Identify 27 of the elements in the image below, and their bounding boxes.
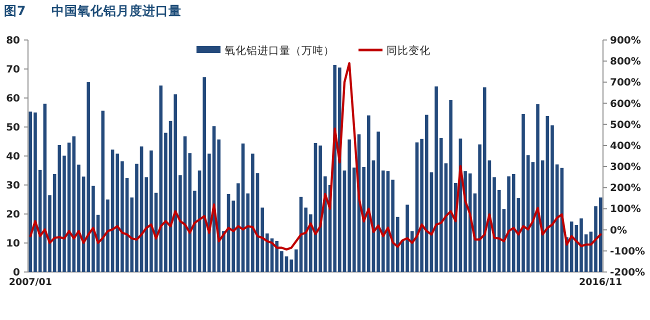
y2-tick-label: 700% xyxy=(610,78,641,89)
y2-tick-label: 600% xyxy=(610,98,641,110)
y2-tick-label: 400% xyxy=(610,140,641,152)
legend-label: 氧化铝进口量（万吨） xyxy=(224,44,334,57)
y2-tick-label: 900% xyxy=(610,36,641,46)
y2-tick-label: 200% xyxy=(610,183,641,194)
y-tick-label: 30 xyxy=(6,180,20,192)
y2-tick-label: 500% xyxy=(610,120,641,131)
x-tick-label: 2007/01 xyxy=(8,277,52,288)
x-tick-label: 2016/11 xyxy=(579,277,622,288)
y-tick-label: 40 xyxy=(6,152,20,162)
chart-title: 图7 中国氧化铝月度进口量 xyxy=(4,3,182,18)
y-tick-label: 50 xyxy=(6,122,20,134)
line-series xyxy=(29,62,602,251)
y-tick-label: 70 xyxy=(6,64,20,76)
y2-tick-label: 800% xyxy=(610,56,641,68)
legend-label: 同比变化 xyxy=(386,44,430,57)
y-tick-label: 80 xyxy=(6,36,20,46)
y2-tick-label: 300% xyxy=(610,162,641,174)
y-tick-label: 60 xyxy=(6,94,20,104)
y2-tick-label: -100% xyxy=(610,246,646,258)
y2-tick-label: 0% xyxy=(610,225,627,236)
y2-tick-label: -200% xyxy=(610,268,646,278)
y-tick-label: 10 xyxy=(6,238,20,250)
y-tick-label: 0 xyxy=(13,268,20,278)
y-tick-label: 20 xyxy=(6,210,20,220)
y2-tick-label: 100% xyxy=(610,204,641,216)
